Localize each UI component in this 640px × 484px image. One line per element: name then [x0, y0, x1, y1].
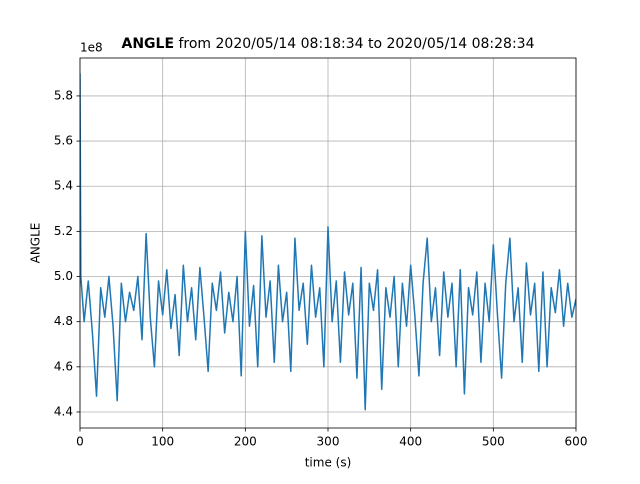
data-line	[80, 73, 576, 411]
y-axis-label: ANGLE	[29, 223, 43, 264]
y-tick-label: 5.2	[54, 224, 73, 238]
title-rest: from 2020/05/14 08:18:34 to 2020/05/14 0…	[178, 36, 534, 52]
plot-frame	[79, 57, 577, 429]
y-tick-label: 5.8	[54, 88, 73, 102]
x-tick-label: 0	[76, 435, 84, 449]
x-tick-label: 400	[399, 435, 422, 449]
chart-title: ANGLE from 2020/05/14 08:18:34 to 2020/0…	[121, 36, 534, 52]
x-tick-label: 300	[317, 435, 340, 449]
x-tick-label: 600	[565, 435, 588, 449]
title-bold: ANGLE	[121, 36, 174, 52]
x-tick-label: 100	[151, 435, 174, 449]
y-tick-label: 4.6	[54, 359, 73, 373]
x-tick-label: 200	[234, 435, 257, 449]
x-axis-label: time (s)	[305, 456, 352, 470]
y-tick-label: 4.8	[54, 314, 73, 328]
y-tick-label: 5.6	[54, 134, 73, 148]
x-tick-label: 500	[482, 435, 505, 449]
y-tick-label: 5.4	[54, 179, 73, 193]
y-tick-label: 4.4	[54, 404, 73, 418]
offset-label: 1e8	[80, 41, 103, 55]
y-tick-label: 5.0	[54, 269, 73, 283]
